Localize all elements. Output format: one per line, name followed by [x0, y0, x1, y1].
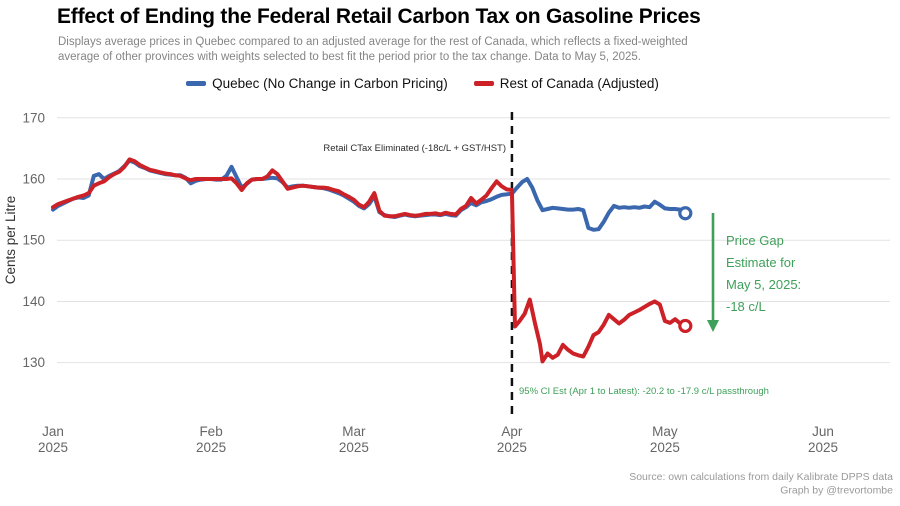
legend-label-roc: Rest of Canada (Adjusted): [499, 76, 659, 91]
gap-text-line-4: -18 c/L: [726, 299, 766, 314]
legend-item-roc: Rest of Canada (Adjusted): [473, 76, 659, 91]
y-tick-label: 130: [22, 355, 45, 370]
roc-price-line: [51, 157, 688, 364]
x-tick-year: 2025: [650, 440, 680, 455]
x-tick-month: Jan: [42, 424, 64, 439]
y-tick-label: 140: [22, 294, 45, 309]
subtitle-line-1: Displays average prices in Quebec compar…: [58, 36, 688, 48]
price-gap-annotation: Price Gap Estimate for May 5, 2025: -18 …: [726, 233, 801, 314]
y-axis-tick-labels: 130 140 150 160 170: [22, 110, 45, 370]
confidence-interval-annotation: 95% CI Est (Apr 1 to Latest): -20.2 to -…: [519, 386, 769, 397]
quebec-endpoint-marker: [678, 206, 693, 221]
chart-title: Effect of Ending the Federal Retail Carb…: [57, 5, 701, 28]
gap-text-line-2: Estimate for: [726, 255, 796, 270]
quebec-line-swatch-icon: [186, 81, 207, 86]
roc-endpoint-marker: [678, 318, 693, 334]
legend-label-quebec: Quebec (No Change in Carbon Pricing): [212, 76, 448, 91]
x-tick-year: 2025: [339, 440, 369, 455]
subtitle-line-2: average of other provinces with weights …: [58, 50, 642, 63]
y-axis-title: Cents per Litre: [3, 196, 18, 285]
gap-text-line-1: Price Gap: [726, 233, 784, 248]
x-tick-month: May: [652, 424, 678, 439]
x-tick-month: Jun: [812, 424, 834, 439]
x-tick-year: 2025: [808, 440, 838, 455]
x-axis-tick-labels: Jan2025Feb2025Mar2025Apr2025May2025Jun20…: [38, 424, 838, 455]
x-tick-month: Mar: [342, 424, 366, 439]
gap-text-line-3: May 5, 2025:: [726, 277, 801, 292]
x-tick-month: Feb: [199, 424, 222, 439]
legend-item-quebec: Quebec (No Change in Carbon Pricing): [186, 76, 448, 91]
x-tick-month: Apr: [501, 424, 523, 439]
y-tick-label: 170: [22, 110, 45, 125]
x-tick-year: 2025: [196, 440, 226, 455]
y-tick-label: 150: [22, 233, 45, 248]
chart-subtitle: Displays average prices in Quebec compar…: [58, 35, 688, 64]
arrow-head-icon: [707, 320, 719, 332]
credit-note: Graph by @trevortombe: [780, 485, 893, 497]
price-gap-arrow: [707, 213, 719, 332]
roc-line-swatch-icon: [473, 81, 494, 86]
y-tick-label: 160: [22, 172, 45, 187]
data-lines: [51, 157, 693, 364]
x-tick-year: 2025: [38, 440, 68, 455]
event-annotation-label: Retail CTax Eliminated (-18c/L + GST/HST…: [323, 143, 506, 154]
legend: Quebec (No Change in Carbon Pricing) Res…: [0, 76, 845, 91]
source-note: Source: own calculations from daily Kali…: [629, 471, 893, 483]
x-tick-year: 2025: [497, 440, 527, 455]
